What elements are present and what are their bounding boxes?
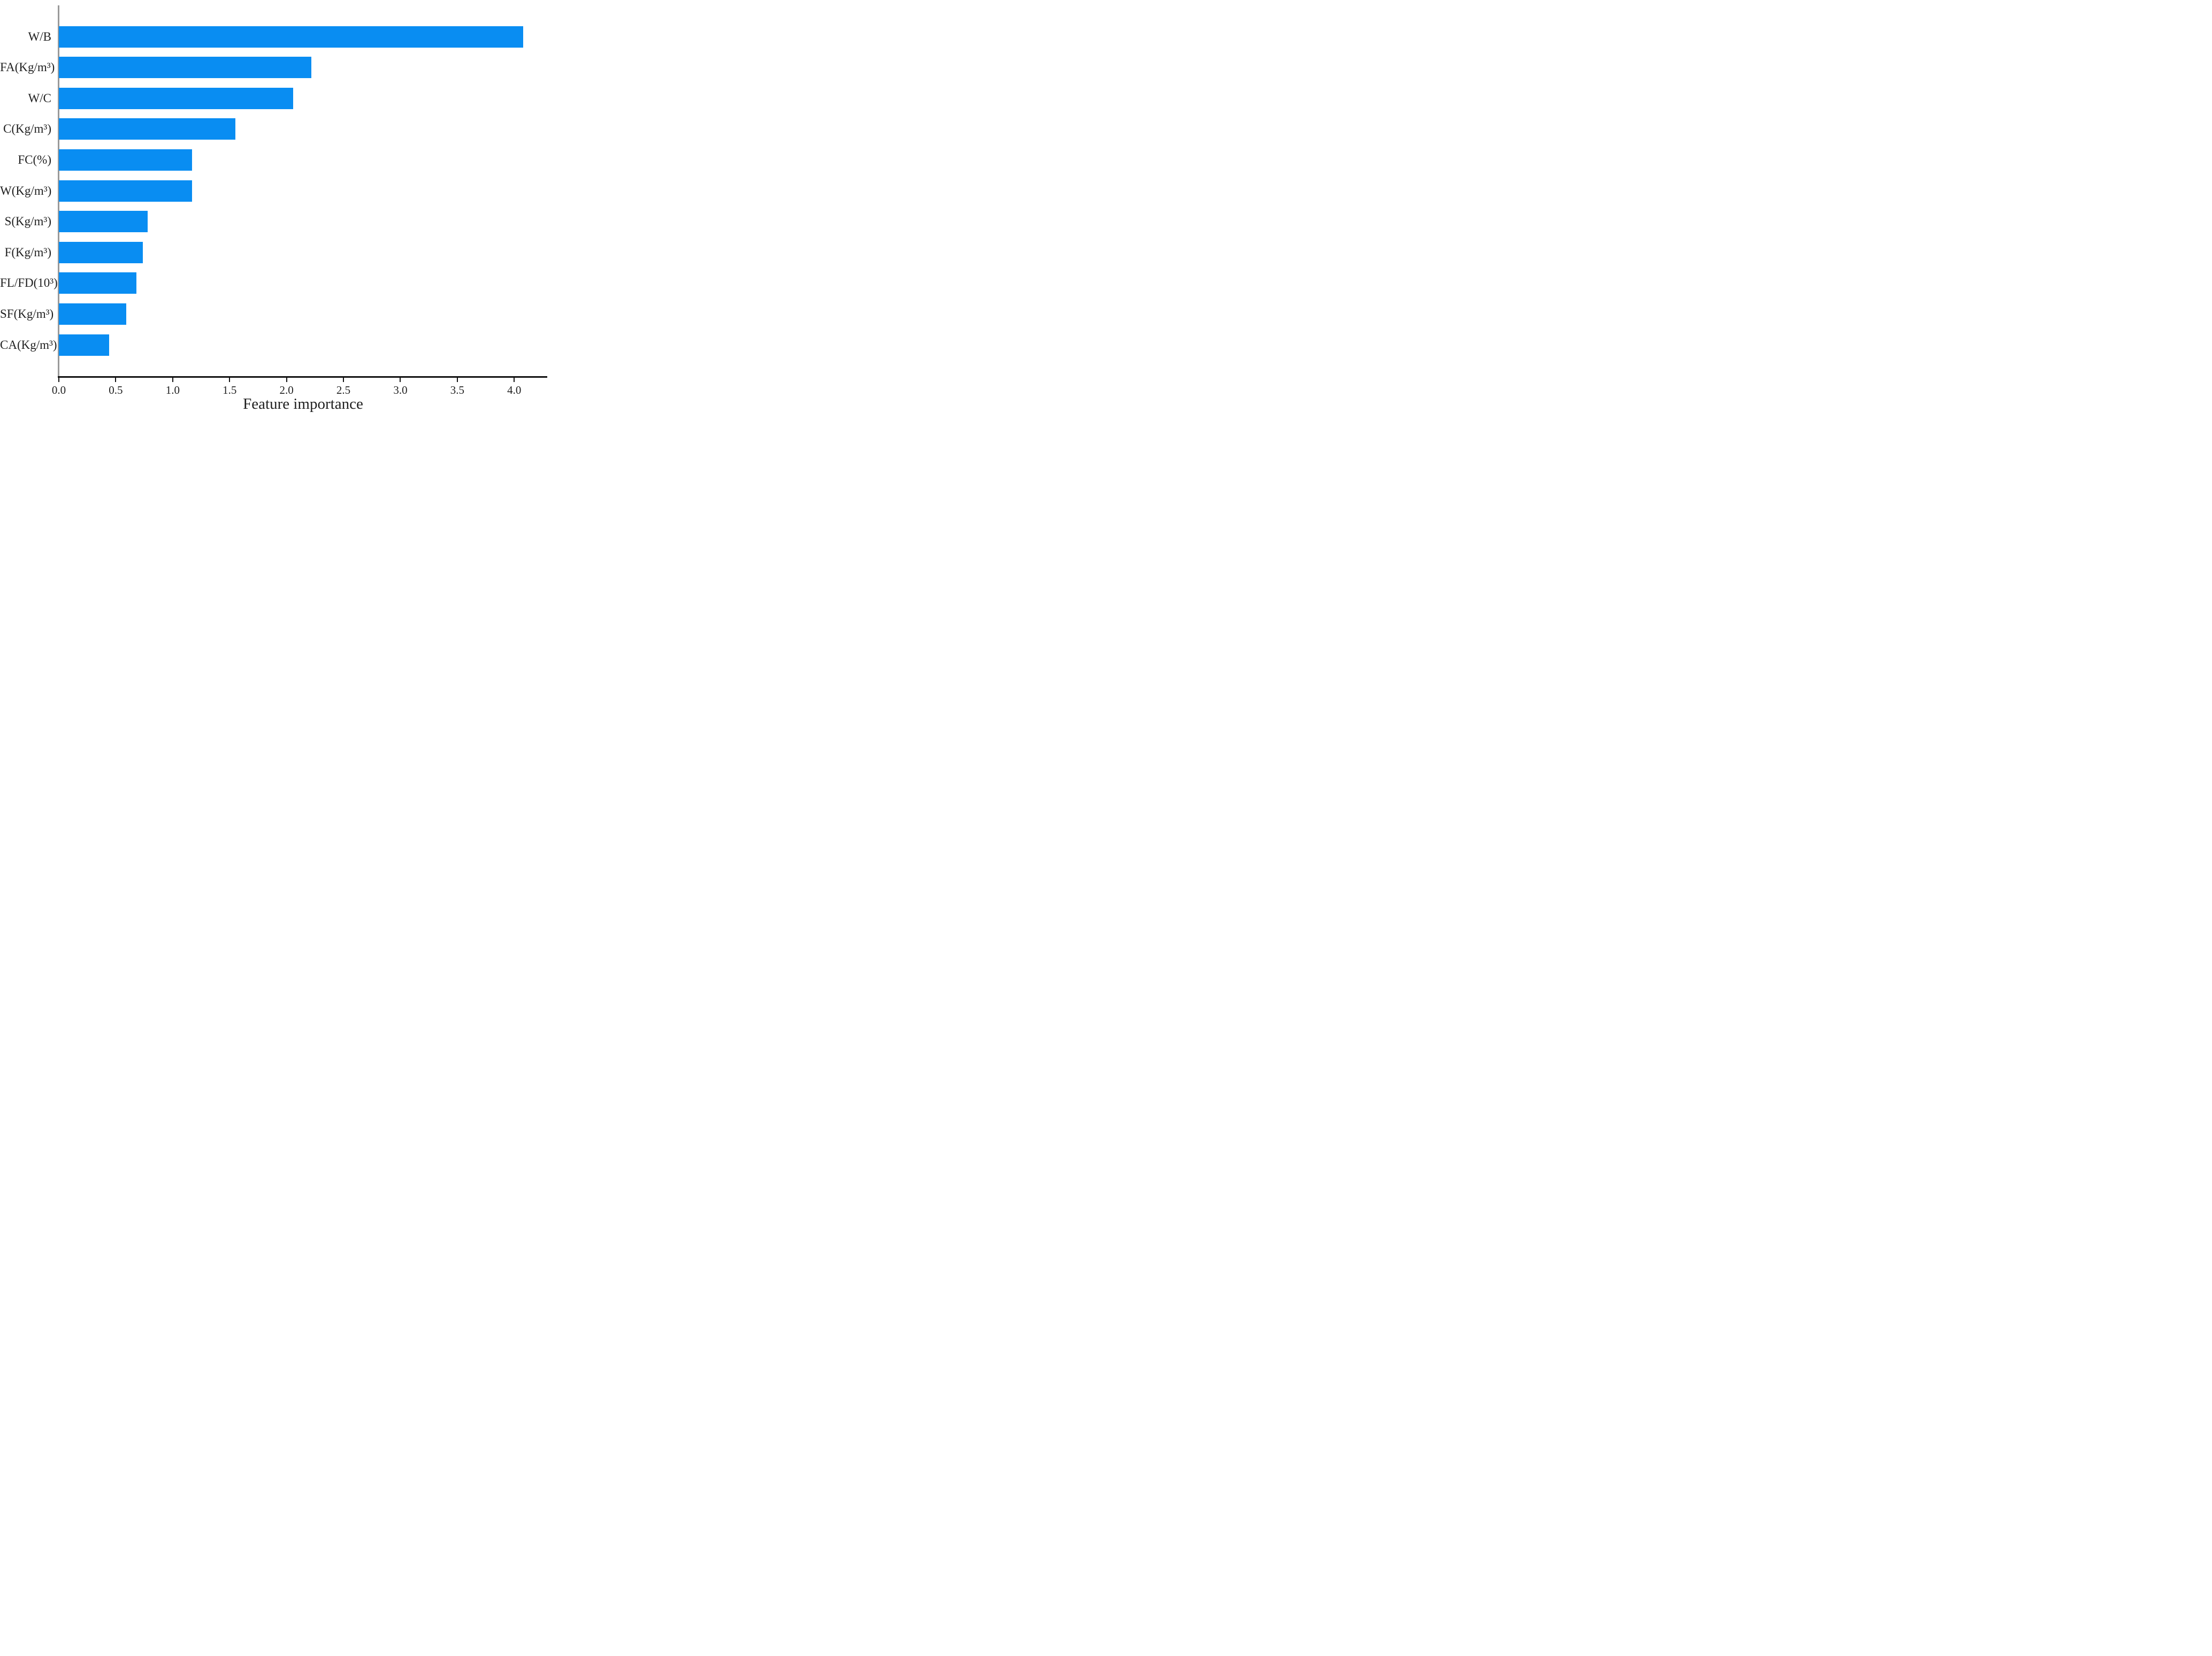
- x-tick-label: 0.5: [109, 384, 123, 396]
- x-tick-mark: [172, 378, 173, 382]
- y-axis-spine: [58, 5, 59, 378]
- bar-wkgm: [59, 180, 192, 202]
- y-axis-label-wkgm: W(Kg/m³): [0, 184, 52, 197]
- x-tick-label: 2.5: [336, 384, 351, 396]
- bar-cakgm: [59, 334, 109, 356]
- x-tick-mark: [514, 378, 515, 382]
- y-axis-label-fakgm: FA(Kg/m³): [0, 60, 55, 74]
- x-axis-spine: [58, 376, 547, 378]
- y-axis-label-flfd10: FL/FD(10³): [0, 276, 58, 290]
- bar-fkgm: [59, 241, 143, 263]
- x-tick-label: 4.0: [507, 384, 522, 396]
- y-axis-label-wb: W/B: [28, 29, 51, 43]
- x-tick-mark: [343, 378, 345, 382]
- y-axis-label-skgm: S(Kg/m³): [4, 215, 51, 228]
- bar-fakgm: [59, 57, 312, 79]
- bar-ckgm: [59, 118, 235, 140]
- y-axis-label-fc: FC(%): [18, 152, 51, 166]
- bar-wb: [59, 26, 524, 48]
- y-axis-label-wc: W/C: [28, 91, 51, 105]
- x-tick-label: 1.5: [223, 384, 237, 396]
- x-tick-mark: [286, 378, 287, 382]
- x-tick-mark: [58, 378, 59, 382]
- x-tick-mark: [115, 378, 117, 382]
- x-tick-label: 3.0: [393, 384, 408, 396]
- x-tick-label: 3.5: [450, 384, 464, 396]
- bar-skgm: [59, 211, 148, 233]
- y-axis-label-fkgm: F(Kg/m³): [4, 245, 51, 259]
- bar-flfd10: [59, 272, 136, 294]
- bar-sfkgm: [59, 303, 126, 325]
- x-axis-title: Feature importance: [243, 395, 363, 413]
- x-tick-label: 0.0: [51, 384, 66, 396]
- x-tick-mark: [229, 378, 231, 382]
- feature-importance-bar-chart: W/B FA(Kg/m³) W/C C(Kg/m³) FC(%) W(Kg/m³) S(Kg…: [0, 0, 553, 414]
- y-axis-label-cakgm: CA(Kg/m³): [0, 338, 57, 352]
- x-tick-mark: [400, 378, 401, 382]
- x-tick-label: 2.0: [279, 384, 294, 396]
- y-axis-label-ckgm: C(Kg/m³): [3, 122, 51, 136]
- bar-wc: [59, 87, 294, 109]
- x-tick-label: 1.0: [165, 384, 180, 396]
- x-tick-mark: [456, 378, 458, 382]
- bar-fc: [59, 149, 192, 171]
- y-axis-label-sfkgm: SF(Kg/m³): [0, 307, 54, 320]
